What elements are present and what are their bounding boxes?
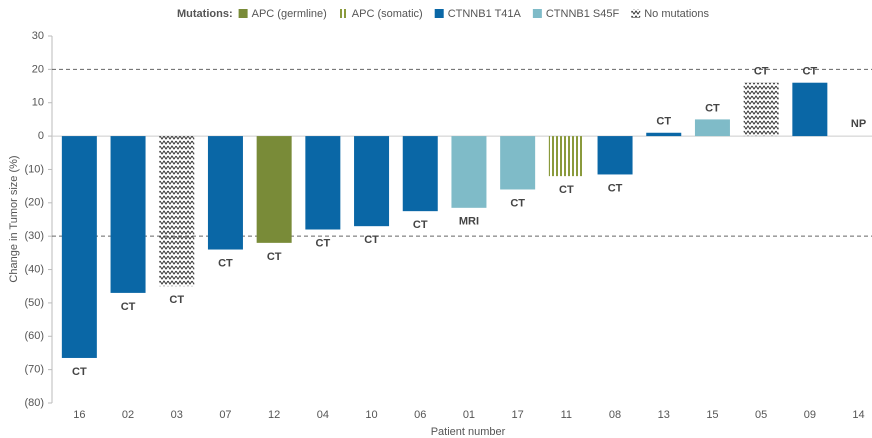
y-tick-label: (10): [24, 163, 44, 175]
x-tick-label: 03: [171, 409, 183, 421]
annotation: CT: [218, 257, 233, 269]
annotation: CT: [656, 116, 671, 128]
legend-label: APC (germline): [252, 8, 327, 20]
legend-title: Mutations:: [177, 8, 233, 20]
x-tick-label: 11: [561, 409, 572, 421]
y-tick-label: (20): [24, 197, 44, 209]
legend-swatch: [532, 9, 542, 18]
bar: [207, 136, 243, 250]
x-tick-label: 06: [414, 409, 426, 421]
annotation: CT: [705, 102, 720, 114]
annotation: CT: [316, 237, 331, 249]
x-tick-label: 02: [122, 409, 134, 421]
annotation: CT: [121, 301, 136, 313]
x-axis-label: Patient number: [431, 426, 506, 438]
annotation: CT: [754, 66, 769, 78]
x-tick-label: 13: [658, 409, 670, 421]
annotation: CT: [169, 294, 184, 306]
x-tick-label: 08: [609, 409, 621, 421]
y-tick-label: 10: [32, 97, 44, 109]
bar: [159, 136, 195, 287]
y-tick-label: (50): [24, 297, 44, 309]
x-tick-label: 01: [463, 409, 475, 421]
annotation: MRI: [459, 216, 479, 228]
y-tick-label: 20: [32, 63, 44, 75]
legend-swatch: [338, 9, 348, 18]
x-tick-label: 17: [512, 409, 524, 421]
bar: [500, 136, 536, 190]
bar: [451, 136, 487, 208]
bar: [61, 136, 97, 358]
x-tick-label: 05: [755, 409, 767, 421]
bar: [548, 136, 584, 177]
annotation: CT: [364, 234, 379, 246]
annotation: CT: [267, 251, 282, 263]
bar: [646, 132, 682, 137]
y-tick-label: (60): [24, 330, 44, 342]
y-tick-label: 0: [38, 130, 44, 142]
bar: [597, 136, 633, 175]
bar: [354, 136, 390, 227]
legend-label: APC (somatic): [352, 8, 423, 20]
y-tick-label: (30): [24, 230, 44, 242]
annotation: CT: [803, 66, 818, 78]
bar: [305, 136, 341, 230]
bar: [743, 82, 779, 137]
x-tick-label: 15: [706, 409, 718, 421]
x-tick-label: 10: [365, 409, 377, 421]
legend-label: CTNNB1 T41A: [448, 8, 522, 20]
legend-swatch: [631, 9, 641, 18]
legend-swatch: [238, 9, 248, 18]
x-tick-label: 09: [804, 409, 816, 421]
x-tick-label: 04: [317, 409, 329, 421]
annotation: CT: [72, 366, 87, 378]
annotation: CT: [510, 197, 525, 209]
bar: [694, 119, 730, 137]
bar: [110, 136, 146, 293]
y-tick-label: (80): [24, 397, 44, 409]
x-tick-label: 12: [268, 409, 280, 421]
bar: [256, 136, 292, 243]
annotation: NP: [851, 118, 866, 130]
x-tick-label: 14: [852, 409, 864, 421]
legend-label: CTNNB1 S45F: [546, 8, 620, 20]
bar: [792, 82, 828, 137]
bar: [402, 136, 438, 212]
annotation: CT: [608, 182, 623, 194]
y-axis-label: Change in Tumor size (%): [8, 155, 20, 282]
annotation: CT: [413, 219, 428, 231]
x-tick-label: 07: [219, 409, 231, 421]
legend-label: No mutations: [644, 8, 709, 20]
y-tick-label: 30: [32, 30, 44, 42]
legend-swatch: [434, 9, 444, 18]
x-tick-label: 16: [73, 409, 85, 421]
annotation: CT: [559, 184, 574, 196]
y-tick-label: (70): [24, 364, 44, 376]
y-tick-label: (40): [24, 263, 44, 275]
